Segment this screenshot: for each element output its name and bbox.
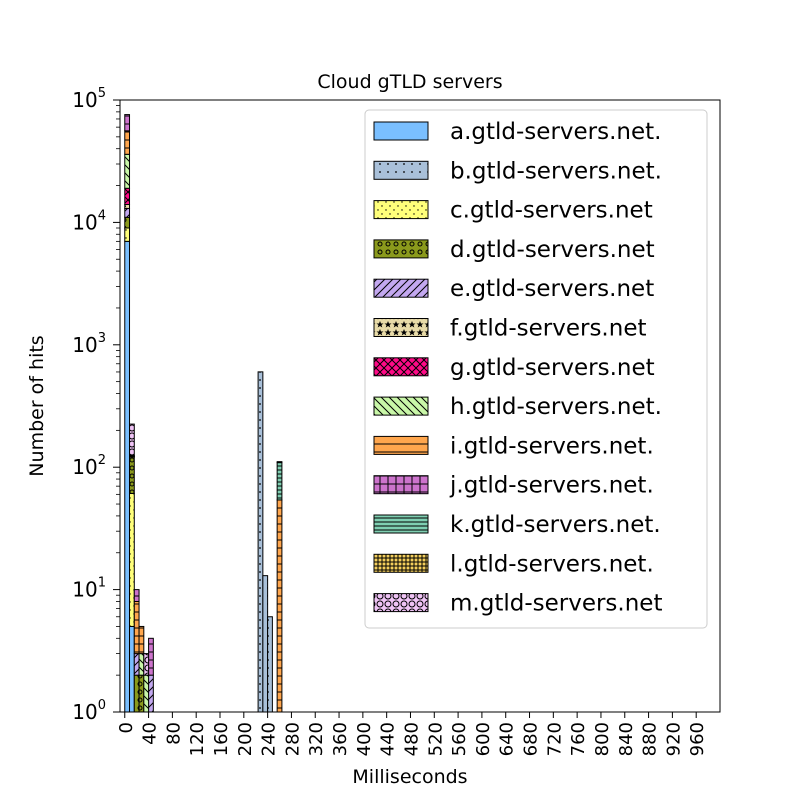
bar-i-gtld-servers-net-16 [133, 600, 140, 655]
plot-frame [119, 99, 721, 713]
legend-swatch [373, 239, 429, 259]
legend-label: k.gtld-servers.net. [450, 512, 661, 538]
bars-group [124, 114, 283, 713]
y-tick-label: 103 [72, 331, 106, 357]
legend-label: m.gtld-servers.net [450, 591, 662, 617]
bar-h-gtld-servers-net-32 [143, 674, 150, 713]
x-tick-label: 200 [235, 722, 256, 756]
bar-k-gtld-servers-net-256 [276, 462, 283, 501]
legend-swatch [373, 160, 429, 180]
x-tick-label: 960 [687, 722, 708, 756]
legend-label: e.gtld-servers.net [450, 276, 654, 302]
x-tick-label: 680 [521, 722, 542, 756]
y-tick-label: 104 [72, 208, 106, 234]
legend-label: f.gtld-servers.net [450, 316, 647, 342]
bar-g-gtld-servers-net-0 [124, 187, 131, 206]
x-tick-label: 320 [306, 722, 327, 756]
x-tick-label: 120 [187, 722, 208, 756]
bar-d-gtld-servers-net-16 [133, 674, 140, 713]
legend-label: b.gtld-servers.net. [450, 158, 662, 184]
legend-swatch [373, 553, 429, 573]
bar-h-gtld-servers-net-24 [138, 653, 145, 676]
y-tick-label: 105 [72, 86, 106, 112]
bar-j-gtld-servers-net-0 [124, 114, 131, 132]
legend-swatch [373, 200, 429, 220]
legend-swatch [373, 514, 429, 534]
legend-label: g.gtld-servers.net [450, 355, 655, 381]
x-tick-label: 520 [425, 722, 446, 756]
y-tick-label: 102 [72, 453, 106, 479]
bar-m-gtld-servers-net-8 [129, 423, 135, 456]
bar-b-gtld-servers-net-224 [257, 371, 264, 713]
legend-swatch [373, 475, 429, 495]
legend-swatch [373, 593, 429, 613]
x-tick-label: 360 [330, 722, 351, 756]
bar-d-gtld-servers-net-0 [124, 216, 131, 229]
legend-label: j.gtld-servers.net. [449, 473, 654, 499]
y-axis-label: Number of hits [26, 335, 48, 476]
bar-b-gtld-servers-net-240 [267, 616, 273, 713]
x-tick-label: 640 [497, 722, 518, 756]
x-axis-label: Milliseconds [352, 766, 467, 788]
x-tick-label: 80 [163, 722, 184, 745]
bar-i-gtld-servers-net-0 [124, 130, 131, 155]
x-tick-label: 840 [616, 722, 637, 756]
legend-swatch [373, 357, 429, 377]
bar-e-gtld-servers-net-0 [124, 207, 131, 218]
bar-m-gtld-servers-net-32 [143, 653, 150, 676]
bar-a-gtld-servers-net-0 [124, 240, 131, 713]
x-tick-label: 760 [568, 722, 589, 756]
x-axis: 0 40 80 120 160 200 240 280 320 360 400 440 480 520 56… [116, 712, 708, 756]
legend-swatch [373, 318, 429, 337]
legend-label: h.gtld-servers.net. [450, 394, 662, 420]
x-tick-label: 480 [401, 722, 422, 756]
legend-swatch [373, 435, 429, 455]
y-axis: 100 101 102 103 104 105 [72, 86, 120, 724]
bar-b-gtld-servers-net-232 [262, 575, 269, 713]
x-tick-label: 800 [592, 722, 613, 756]
x-tick-label: 160 [211, 722, 232, 756]
legend: a.gtld-servers.net. b.gtld-servers.net. c.… [364, 109, 708, 629]
x-tick-label: 280 [282, 722, 303, 756]
bar-f-gtld-servers-net-0 [124, 204, 131, 209]
x-tick-label: 600 [473, 722, 494, 756]
x-tick-label: 0 [116, 722, 137, 733]
bar-e-gtld-servers-net-40 [148, 674, 154, 713]
legend-label: c.gtld-servers.net [450, 198, 653, 224]
x-tick-label: 920 [663, 722, 684, 756]
x-tick-label: 40 [140, 722, 161, 745]
bar-d-gtld-servers-net-24 [138, 674, 145, 713]
legend-swatch [373, 121, 429, 141]
bar-c-gtld-servers-net-8 [129, 492, 135, 627]
y-tick-label: 100 [72, 698, 106, 724]
bar-i-gtld-servers-net-24 [138, 625, 145, 655]
bar-e-gtld-servers-net-16 [133, 653, 140, 676]
legend-swatch [373, 278, 429, 298]
x-tick-label: 880 [640, 722, 661, 756]
chart-title: Cloud gTLD servers [317, 71, 502, 93]
bar-j-gtld-servers-net-16 [133, 589, 140, 602]
legend-label: d.gtld-servers.net [450, 237, 655, 263]
x-tick-label: 400 [354, 722, 375, 756]
legend-label: l.gtld-servers.net. [450, 551, 654, 577]
x-tick-label: 240 [259, 722, 280, 756]
bar-a-gtld-servers-net-8 [129, 625, 135, 713]
bar-h-gtld-servers-net-0 [124, 153, 131, 189]
x-tick-label: 560 [449, 722, 470, 756]
bar-j-gtld-servers-net-40 [148, 637, 154, 676]
bar-l-gtld-servers-net-256 [276, 461, 283, 464]
legend-label: i.gtld-servers.net. [450, 433, 654, 459]
legend-label: a.gtld-servers.net. [450, 119, 661, 145]
bar-c-gtld-servers-net-0 [124, 227, 131, 242]
x-tick-label: 720 [544, 722, 565, 756]
legend-box [364, 109, 708, 629]
x-tick-label: 440 [378, 722, 399, 756]
y-tick-label: 101 [72, 576, 106, 602]
bar-i-gtld-servers-net-256 [276, 499, 283, 713]
legend-swatch [373, 396, 429, 416]
bar-d-gtld-servers-net-8 [129, 456, 135, 494]
